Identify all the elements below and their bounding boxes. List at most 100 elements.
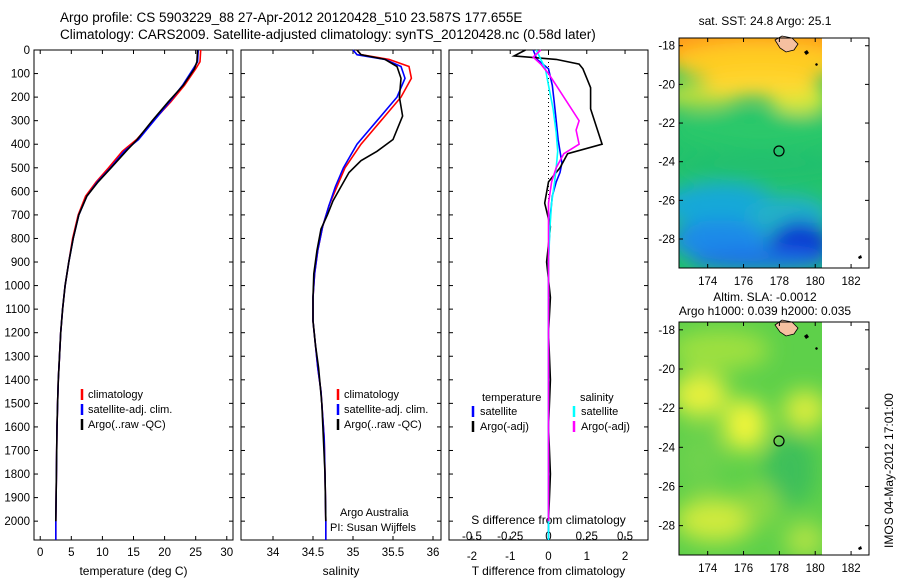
sst-field [679,38,822,268]
map-ytick-label: -24 [658,442,675,454]
sst-argo-marker [773,145,785,157]
xtick-label: 5 [68,547,74,559]
xtick-label: 35 [347,547,360,559]
ytick-label: 100 [11,69,30,81]
map-ytick-label: -22 [658,118,675,130]
ytick-label: 1000 [4,281,30,293]
map-ytick-label: -18 [658,41,675,53]
legend-label: satellite-adj. clim. [344,404,428,416]
legend-label: Argo(..raw -QC) [88,419,166,431]
xtick-label-S: -0.5 [462,531,482,543]
annotation-line2: PI: Susan Wijffels [330,522,416,534]
sla-field [679,322,822,555]
sst-map: sat. SST: 24.8 Argo: 25.1 [658,14,870,288]
ytick-label: 1200 [4,328,30,340]
map-ytick-label: -28 [658,521,675,533]
xtick-label: 35.5 [382,547,404,559]
ytick-label: 400 [11,139,30,151]
line-climatology [54,49,202,540]
legend-label: climatology [88,389,144,401]
xtick-label-T: -2 [467,551,477,563]
xtick-label-T: 0 [545,551,551,563]
map-xtick-label: 178 [770,563,789,575]
ytick-label: 1900 [4,493,30,505]
xtick-label-T: -1 [505,551,515,563]
ytick-label: 800 [11,233,30,245]
ytick-label: 600 [11,186,30,198]
map-xtick-label: 174 [698,563,718,575]
ytick-label: 200 [11,92,30,104]
xtick-label: 34 [267,547,280,559]
ytick-label: 1100 [5,304,30,316]
xlabel-T-difference: T difference from climatology [472,564,626,578]
sla-argo-marker [773,435,785,447]
xtick-label: 36 [427,547,440,559]
sla-map: Altim. SLA: -0.0012 Argo h1000: 0.039 h2… [658,290,870,575]
map-xtick-label: 182 [841,276,860,288]
line-sal-satellite-adj-clim- [312,49,406,540]
xtick-label-S: -0.25 [497,531,523,543]
ytick-label: 0 [24,45,30,57]
xtick-label: 10 [96,547,109,559]
line-argo-raw-qc- [55,49,199,522]
ytick-label: 1700 [4,445,30,457]
line-satellite-adj-clim- [54,49,199,540]
map-xtick-label: 182 [841,563,860,575]
line-diff-salinity-argo-adj- [532,49,580,522]
legend-label: Argo(..raw -QC) [344,419,422,431]
ytick-label: 300 [11,116,30,128]
xtick-label: 34.5 [302,547,324,559]
footer-credit: IMOS 04-May-2012 17:01:00 [882,393,896,548]
panel-frame-salinity [240,49,442,541]
xtick-label-T: 1 [584,551,590,563]
legend-label: satellite [480,406,517,418]
xlabel-salinity: salinity [323,564,360,578]
map-ytick-label: -28 [658,234,675,246]
sst-axes: 174 176 178 180 182 -18 -20 -22 -24 -26 -28 [658,38,869,288]
ytick-label: 2000 [4,516,30,528]
map-ytick-label: -20 [658,79,675,91]
land-patch-2 [774,319,799,337]
xtick-label-S: 0.25 [576,531,598,543]
title-line2: Climatology: CARS2009. Satellite-adjuste… [60,27,596,42]
title-line1: Argo profile: CS 5903229_88 27-Apr-2012 … [60,10,522,25]
xlabel-temperature: temperature (deg C) [79,564,187,578]
line-diff-temperature-satellite [532,49,563,540]
legend-label: satellite-adj. clim. [88,404,172,416]
ytick-label: 700 [11,210,30,222]
map-ytick-label: -26 [658,481,675,493]
map-xtick-label: 176 [734,276,753,288]
ytick-label: 900 [11,257,30,269]
map-xtick-label: 174 [698,276,718,288]
map-ytick-label: -24 [658,157,675,169]
ytick-label: 1600 [4,422,30,434]
ytick-label: 1300 [4,351,30,363]
ytick-label: 500 [11,163,30,175]
line-diff-temperature-argo-adj- [511,49,604,522]
map-xtick-label: 178 [770,276,789,288]
xtick-label-S: 0.5 [617,531,633,543]
legend-label: Argo(-adj) [480,421,529,433]
sla-axes: 174 176 178 180 182 -18 -20 -22 -24 -26 -28 [658,322,869,575]
map-ytick-label: -20 [658,364,675,376]
panels-layer: 0100200300400500600700800900100011001200… [4,45,649,578]
xtick-label: 30 [220,547,233,559]
map-xtick-label: 180 [806,563,825,575]
sla-map-title-line1: Altim. SLA: -0.0012 [713,290,817,304]
map-xtick-label: 180 [806,276,825,288]
line-sal-climatology [312,49,413,540]
map-ytick-label: -22 [658,403,675,415]
xtick-label: 15 [127,547,140,559]
legend-label: Argo(-adj) [581,421,630,433]
sst-map-title: sat. SST: 24.8 Argo: 25.1 [699,14,832,28]
sla-map-title-line2: Argo h1000: 0.039 h2000: 0.035 [679,304,851,318]
ytick-label: 1500 [4,398,30,410]
line-sal-argo-raw-qc- [312,49,404,522]
map-xtick-label: 176 [734,563,753,575]
xtick-label-T: 2 [622,551,628,563]
legend-title-temperature: temperature [482,392,541,404]
line-diff-salinity-satellite [535,49,559,540]
xtick-label: 0 [37,547,43,559]
legend-label: satellite [581,406,618,418]
